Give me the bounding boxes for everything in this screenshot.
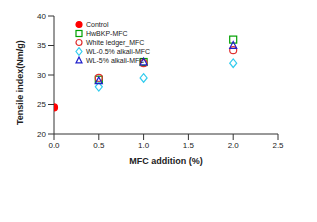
svg-text:0.0: 0.0 [48,141,60,150]
svg-text:35: 35 [37,41,46,50]
svg-text:20: 20 [37,130,46,139]
svg-text:2.5: 2.5 [272,141,284,150]
svg-text:30: 30 [37,71,46,80]
svg-text:40: 40 [37,12,46,21]
html-text:WL-0.5% alkali-MFC: WL-0.5% alkali-MFC [86,48,151,55]
svg-text:MFC addition (%): MFC addition (%) [129,156,203,166]
html-text:HwBKP-MFC: HwBKP-MFC [86,30,128,37]
svg-text:Tensile index(Nm/g): Tensile index(Nm/g) [15,40,25,125]
html-text:White ledger_MFC: White ledger_MFC [86,39,145,46]
svg-text:1.5: 1.5 [183,141,195,150]
html-text:Control: Control [86,21,109,28]
html-text:WL-5% alkali-MFC: WL-5% alkali-MFC [86,57,145,64]
svg-text:0.5: 0.5 [93,141,105,150]
svg-text:1.0: 1.0 [138,141,150,150]
svg-text:2.0: 2.0 [228,141,240,150]
svg-text:25: 25 [37,100,46,109]
